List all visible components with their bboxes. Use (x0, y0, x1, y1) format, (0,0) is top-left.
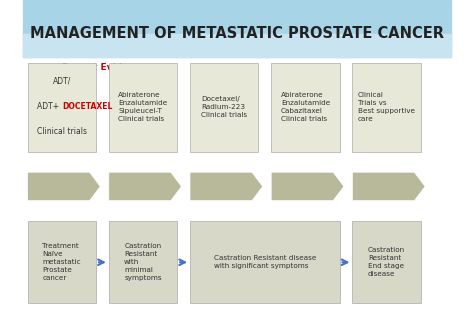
FancyBboxPatch shape (190, 63, 258, 152)
FancyBboxPatch shape (109, 63, 177, 152)
FancyBboxPatch shape (352, 221, 421, 303)
FancyBboxPatch shape (109, 221, 177, 303)
Polygon shape (27, 172, 100, 201)
Polygon shape (190, 172, 263, 201)
FancyBboxPatch shape (190, 221, 339, 303)
FancyBboxPatch shape (27, 221, 96, 303)
Text: Abiraterone
Enzalutamide
Sipuleucel-T
Clinical trials: Abiraterone Enzalutamide Sipuleucel-T Cl… (118, 93, 168, 122)
Text: Recent Evidence: Recent Evidence (62, 63, 146, 72)
Text: DOCETAXEL: DOCETAXEL (62, 102, 112, 111)
Text: ADT+: ADT+ (37, 102, 62, 111)
Polygon shape (352, 172, 425, 201)
Bar (23, 0, 451, 57)
Text: MANAGEMENT OF METASTATIC PROSTATE CANCER: MANAGEMENT OF METASTATIC PROSTATE CANCER (30, 26, 444, 41)
Polygon shape (271, 172, 344, 201)
FancyBboxPatch shape (27, 63, 96, 152)
Text: Docetaxel/
Radium-223
Clinical trials: Docetaxel/ Radium-223 Clinical trials (201, 96, 247, 118)
Text: Castration Resistant disease
with significant symptoms: Castration Resistant disease with signif… (214, 255, 316, 269)
Polygon shape (109, 172, 182, 201)
Text: Castration
Resistant
End stage
disease: Castration Resistant End stage disease (368, 247, 405, 277)
FancyBboxPatch shape (271, 63, 339, 152)
Text: Abiraterone
Enzalutamide
Cabazitaxel
Clinical trials: Abiraterone Enzalutamide Cabazitaxel Cli… (281, 93, 330, 122)
FancyBboxPatch shape (352, 63, 421, 152)
Bar (23, 34, 451, 57)
Text: Clinical
Trials vs
Best supportive
care: Clinical Trials vs Best supportive care (358, 93, 415, 122)
Text: ADT/: ADT/ (53, 76, 71, 85)
Text: Castration
Resistant
with
minimal
symptoms: Castration Resistant with minimal sympto… (124, 243, 162, 281)
Text: Clinical trials: Clinical trials (37, 127, 87, 136)
Text: Treatment
Naïve
metastatic
Prostate
cancer: Treatment Naïve metastatic Prostate canc… (43, 243, 81, 281)
